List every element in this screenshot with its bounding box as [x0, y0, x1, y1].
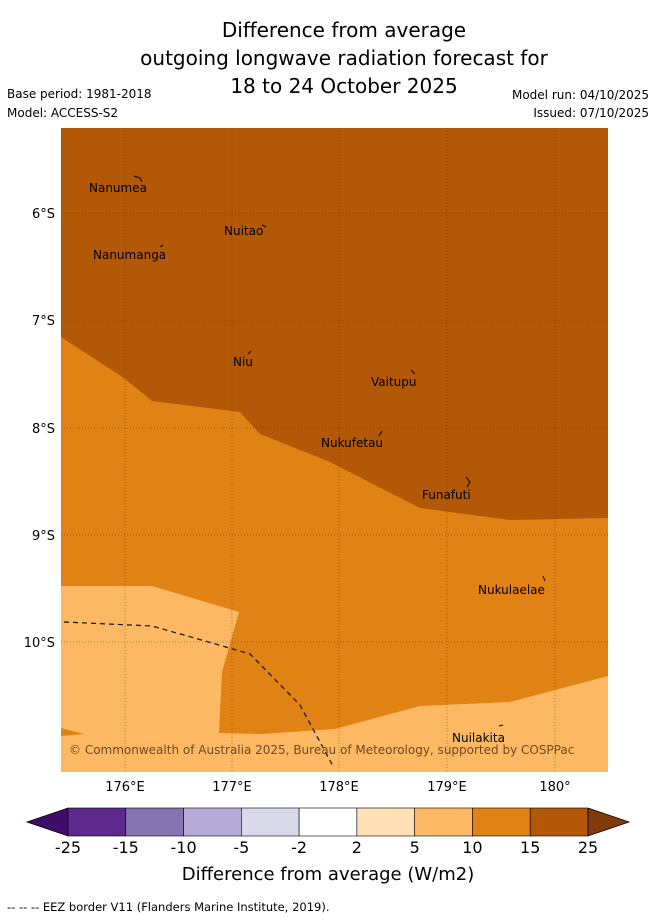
- lat-label: 10°S: [24, 636, 55, 651]
- place-label: Funafuti: [422, 488, 471, 502]
- colorbar: -25 -15 -10 -5 -2 2 5 10 15 25: [25, 807, 631, 857]
- model-name: Model: ACCESS-S2: [7, 106, 119, 120]
- lon-label: 180°: [539, 780, 570, 795]
- place-label: Nuitao: [224, 224, 263, 238]
- colorbar-tick-label: -5: [233, 838, 249, 857]
- place-label: Nuilakita: [452, 731, 505, 745]
- colorbar-label: Difference from average (W/m2): [182, 864, 474, 885]
- model-run: Model run: 04/10/2025: [511, 88, 649, 102]
- chart-title: Difference from average outgoing longwav…: [0, 16, 655, 100]
- place-label: Nukufetau: [321, 436, 383, 450]
- lon-label: 176°E: [105, 780, 145, 795]
- lat-label: 9°S: [32, 529, 55, 544]
- eez-border-line: [63, 621, 335, 769]
- colorbar-tick-label: 10: [462, 838, 482, 857]
- colorbar-segment: [125, 807, 184, 837]
- colorbar-tick-label: -25: [55, 838, 81, 857]
- island-nuitao-shape: [261, 224, 267, 228]
- island-nukulaelae-shape: [542, 575, 546, 582]
- place-label: Nukulaelae: [478, 583, 545, 597]
- title-line-2: outgoing longwave radiation forecast for: [140, 46, 548, 70]
- colorbar-tick-label: -10: [170, 838, 196, 857]
- island-vaitupu-shape: [410, 369, 416, 375]
- lon-label: 179°E: [427, 780, 467, 795]
- colorbar-segment: [472, 807, 531, 837]
- island-shapes: [133, 175, 546, 727]
- island-nanumanga-shape: [159, 244, 164, 248]
- lat-label: 6°S: [32, 207, 55, 222]
- base-period: Base period: 1981-2018: [7, 87, 152, 101]
- island-nuilakita-shape: [498, 724, 504, 727]
- colorbar-tick-label: 25: [578, 838, 598, 857]
- colorbar-segment: [414, 807, 473, 837]
- place-label: Vaitupu: [371, 375, 417, 389]
- colorbar-segment: [356, 807, 415, 837]
- lon-label: 177°E: [212, 780, 252, 795]
- colorbar-segment: [529, 807, 589, 837]
- eez-footnote: -- -- -- EEZ border V11 (Flanders Marine…: [7, 900, 330, 914]
- lat-axis-labels: 6°S 7°S 8°S 9°S 10°S: [24, 207, 55, 651]
- lon-label: 178°E: [319, 780, 359, 795]
- colorbar-tick-label: -2: [291, 838, 307, 857]
- place-label: Nanumea: [89, 181, 147, 195]
- colorbar-segment: [183, 807, 242, 837]
- island-nanumea-shape: [133, 175, 143, 183]
- colorbar-extend-low: [25, 807, 69, 837]
- colorbar-segment: [67, 807, 127, 837]
- copyright-text: © Commonwealth of Australia 2025, Bureau…: [69, 743, 574, 757]
- title-line-1: Difference from average: [221, 18, 467, 42]
- place-label: Niu: [233, 355, 253, 369]
- colorbar-tick-label: -15: [113, 838, 139, 857]
- colorbar-tick-label: 2: [352, 838, 362, 857]
- anomaly-region-10-15-corner: [61, 728, 84, 736]
- place-labels: Nanumea Nuitao Nanumanga Niu Vaitupu Nuk…: [89, 181, 545, 745]
- colorbar-extend-high: [587, 807, 631, 837]
- lon-axis-labels: 176°E 177°E 178°E 179°E 180°: [105, 780, 570, 795]
- colorbar-tick-label: 5: [410, 838, 420, 857]
- island-funafuti-shape: [465, 476, 471, 488]
- colorbar-segment: [241, 807, 300, 837]
- lat-label: 8°S: [32, 422, 55, 437]
- grid-lines: [61, 128, 608, 772]
- anomaly-field: [61, 128, 608, 772]
- anomaly-region-5-10: [61, 586, 608, 772]
- island-niu-shape: [247, 350, 252, 355]
- issued-date: Issued: 07/10/2025: [533, 106, 649, 120]
- title-line-3: 18 to 24 October 2025: [230, 74, 458, 98]
- place-label: Nanumanga: [93, 248, 166, 262]
- colorbar-tick-label: 15: [520, 838, 540, 857]
- lat-label: 7°S: [32, 314, 55, 329]
- colorbar-segment: [298, 807, 358, 837]
- island-nukufetau-shape: [378, 430, 383, 437]
